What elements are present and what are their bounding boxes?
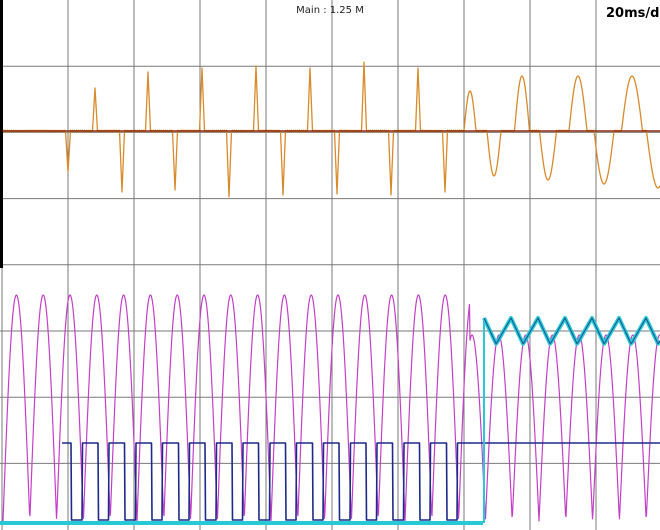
left-edge	[0, 0, 3, 268]
trace-gate	[61, 442, 660, 521]
memory-label: Main : 1.25 M	[296, 5, 364, 16]
trace-cyan-ripple-core	[483, 317, 660, 345]
time-scale: 20ms/div	[606, 6, 660, 21]
traces	[0, 61, 660, 525]
